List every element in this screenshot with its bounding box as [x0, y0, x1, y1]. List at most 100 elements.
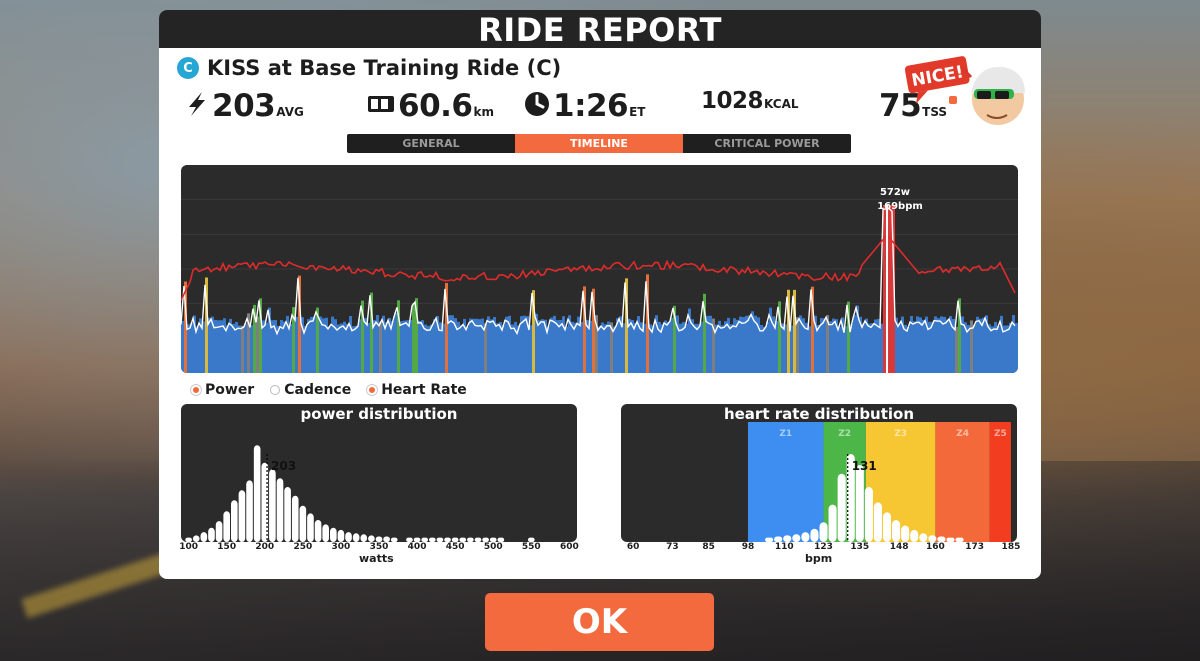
power-bar: [415, 298, 418, 373]
power-x-tick: 350: [369, 542, 389, 552]
power-distribution-bar: [284, 487, 291, 542]
power-x-tick: 100: [179, 542, 199, 552]
power-distribution-bar: [489, 537, 497, 542]
power-bar: [220, 320, 223, 373]
tab-critical-power[interactable]: CRITICAL POWER: [683, 134, 851, 153]
power-bar: [667, 321, 670, 373]
power-bar: [844, 326, 847, 373]
power-bar: [859, 316, 862, 373]
power-bar: [196, 326, 199, 373]
power-avg-label: 203: [271, 459, 296, 473]
tss-value: 75: [879, 88, 922, 124]
power-distribution-bar: [337, 529, 345, 542]
power-bar: [583, 286, 586, 373]
heart-rate-legend-dot: [367, 385, 378, 395]
power-distribution-bar: [497, 537, 505, 542]
power-bar: [244, 323, 247, 373]
hr-distribution-bar: [873, 502, 882, 542]
power-bar: [280, 319, 283, 373]
power-bar: [205, 277, 208, 373]
power-bar: [190, 323, 193, 373]
power-bar: [733, 318, 736, 373]
power-bar: [613, 326, 616, 373]
power-bar: [796, 317, 799, 373]
power-bar: [406, 320, 409, 373]
power-bar: [634, 322, 637, 373]
power-bar: [313, 316, 316, 373]
power-distribution-bar: [528, 537, 535, 542]
power-avg-unit: AVG: [276, 105, 304, 119]
power-bar: [973, 324, 976, 373]
power-bar: [721, 325, 724, 373]
power-bar: [259, 298, 262, 373]
hr-distribution-bar: [919, 533, 928, 542]
power-bar: [748, 315, 751, 373]
hr-distribution-bar: [937, 536, 946, 542]
power-bar: [559, 319, 562, 373]
power-bar: [295, 316, 298, 373]
tss-info-icon[interactable]: [949, 96, 958, 104]
calories-value: 1028: [701, 88, 764, 114]
power-bar: [391, 320, 394, 373]
power-x-tick: 600: [559, 542, 579, 552]
power-bar: [772, 316, 775, 373]
stat-tss: 75 TSS: [879, 88, 958, 124]
power-bar: [736, 319, 739, 373]
power-bar: [322, 318, 325, 373]
legend-cadence[interactable]: Cadence: [270, 382, 351, 398]
power-bar: [535, 313, 538, 373]
power-bar: [760, 324, 763, 373]
power-distribution-bar: [436, 537, 444, 542]
power-bar: [481, 318, 484, 373]
power-bar: [754, 315, 757, 373]
legend-heart-rate[interactable]: Heart Rate: [367, 382, 467, 398]
power-bar: [286, 315, 289, 373]
power-distribution-bar: [223, 511, 230, 542]
power-bar: [775, 321, 778, 373]
power-bar: [604, 324, 607, 373]
power-bar: [970, 320, 973, 373]
power-distribution-bar: [246, 480, 253, 542]
power-distribution-bar: [185, 537, 192, 542]
power-bar: [592, 288, 595, 373]
power-bar: [967, 325, 970, 373]
power-bar: [709, 315, 712, 373]
power-distribution-bar: [307, 513, 314, 542]
distance-value: 60.6: [398, 88, 473, 124]
power-bar: [202, 321, 205, 373]
hr-zone-label: Z1: [779, 429, 792, 439]
hr-zone-label: Z2: [838, 429, 851, 439]
power-bar: [751, 311, 754, 373]
tab-timeline[interactable]: TIMELINE: [515, 134, 683, 153]
power-bar: [715, 324, 718, 373]
power-bar: [724, 321, 727, 373]
power-bar: [646, 274, 649, 373]
power-bar: [811, 286, 814, 373]
power-bar: [1015, 322, 1018, 373]
power-bar: [490, 319, 493, 373]
power-bar: [985, 315, 988, 373]
power-bar: [793, 289, 796, 373]
power-distribution-bar: [299, 505, 307, 542]
power-bar: [181, 320, 184, 373]
power-bar: [988, 324, 991, 373]
power-bar: [334, 319, 337, 373]
power-distribution-bar: [322, 524, 329, 542]
power-bar: [727, 317, 730, 373]
tab-general[interactable]: GENERAL: [347, 134, 515, 153]
hr-distribution-bar: [774, 536, 783, 542]
power-avg-value: 203: [212, 88, 276, 124]
power-bar: [907, 326, 910, 373]
power-bar: [913, 321, 916, 373]
ok-button[interactable]: OK: [485, 593, 714, 651]
power-distribution-bar: [238, 490, 246, 542]
power-bar: [247, 313, 250, 373]
legend-power[interactable]: Power: [191, 382, 254, 398]
power-bar: [1012, 315, 1015, 373]
power-bar: [697, 323, 700, 373]
power-x-tick: 450: [445, 542, 465, 552]
power-bar: [931, 322, 934, 373]
power-distribution-bar: [467, 537, 474, 542]
power-bar: [823, 318, 826, 373]
power-bar: [469, 318, 472, 373]
